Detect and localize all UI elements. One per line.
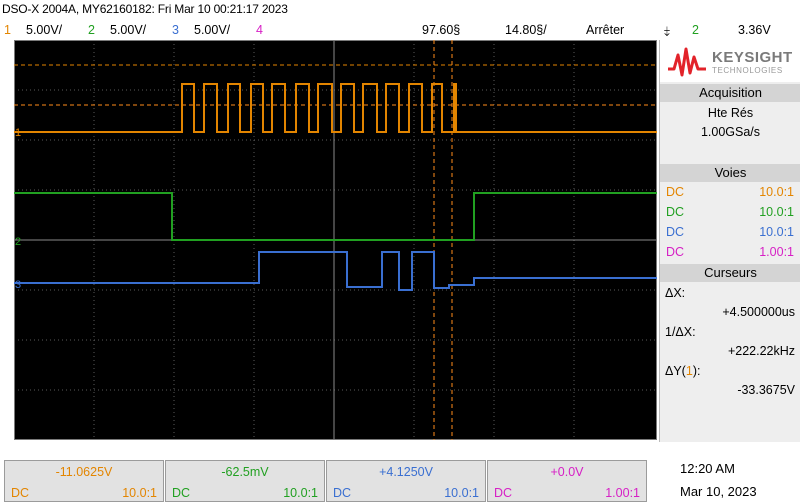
ch1-offset-box[interactable]: -11.0625V DC 10.0:1	[4, 460, 164, 502]
ch4-offset-box[interactable]: +0.0V DC 1.00:1	[487, 460, 647, 502]
ch2-number[interactable]: 2	[88, 23, 95, 37]
delta-y-label: ΔY(1):	[665, 364, 700, 378]
ch1-probe: 10.0:1	[759, 185, 794, 199]
trigger-level[interactable]: 3.36V	[738, 23, 771, 37]
ch3-offset-box[interactable]: +4.1250V DC 10.0:1	[326, 460, 486, 502]
ch1-coupling: DC	[666, 185, 685, 199]
delta-y-suffix: ):	[692, 364, 701, 378]
ch2-probe: 10.0:1	[759, 205, 794, 219]
right-info-panel: KEYSIGHT TECHNOLOGIES Acquisition Hte Ré…	[659, 40, 800, 442]
ch3-number[interactable]: 3	[172, 23, 179, 37]
bottom-channel-bar: -11.0625V DC 10.0:1 -62.5mV DC 10.0:1 +4…	[0, 456, 800, 503]
delta-y-value: -33.3675V	[737, 383, 795, 397]
run-state[interactable]: Arrêter	[586, 23, 625, 37]
ch2-offset-value: -62.5mV	[221, 465, 269, 479]
keysight-wave-icon	[668, 47, 706, 77]
logo-sub: TECHNOLOGIES	[712, 66, 783, 75]
logo-brand: KEYSIGHT	[712, 49, 793, 66]
channel-row-4[interactable]: DC 1.00:1	[666, 245, 794, 263]
ch2-bottom-coupling: DC	[172, 486, 191, 500]
clock-time: 12:20 AM	[680, 461, 735, 476]
ch4-offset-value: +0.0V	[550, 465, 584, 479]
waveform-display[interactable]: 1 2 3	[14, 40, 657, 440]
delta-x-label: ΔX:	[665, 286, 686, 300]
ch2-scale[interactable]: 5.00V/	[110, 23, 147, 37]
ch3-ground-marker[interactable]: 3	[15, 279, 21, 291]
ch3-offset-value: +4.1250V	[379, 465, 433, 479]
keysight-logo: KEYSIGHT TECHNOLOGIES	[660, 40, 800, 82]
acquisition-mode: Hte Rés	[707, 106, 754, 120]
ch2-offset-box[interactable]: -62.5mV DC 10.0:1	[165, 460, 325, 502]
sample-rate: 1.00GSa/s	[700, 125, 761, 139]
ch2-ground-marker[interactable]: 2	[15, 236, 21, 248]
ch4-coupling: DC	[666, 245, 685, 259]
ch1-scale[interactable]: 5.00V/	[26, 23, 63, 37]
ch2-coupling: DC	[666, 205, 685, 219]
ch3-trace	[14, 251, 657, 291]
delta-y-source: 1	[685, 364, 693, 378]
graticule-border	[14, 40, 657, 440]
ch3-bottom-probe: 10.0:1	[444, 486, 479, 500]
channel-row-1[interactable]: DC 10.0:1	[666, 185, 794, 203]
delta-x-value: +4.500000us	[722, 305, 795, 319]
ch2-bottom-probe: 10.0:1	[283, 486, 318, 500]
delta-y-prefix: ΔY(	[665, 364, 686, 378]
trigger-edge-icon: ⤈	[664, 23, 670, 38]
ch4-number[interactable]: 4	[256, 23, 263, 37]
clock-date: Mar 10, 2023	[680, 484, 757, 499]
inverse-delta-x-label: 1/ΔX:	[665, 325, 696, 339]
ch1-ground-marker[interactable]: 1	[15, 127, 21, 139]
ch3-bottom-coupling: DC	[333, 486, 352, 500]
ch4-probe: 1.00:1	[759, 245, 794, 259]
channel-row-2[interactable]: DC 10.0:1	[666, 205, 794, 223]
inverse-delta-x-value: +222.22kHz	[727, 344, 795, 358]
ch1-offset-value: -11.0625V	[55, 465, 113, 479]
timebase-scale[interactable]: 14.80§/	[505, 23, 547, 37]
channel-row-3[interactable]: DC 10.0:1	[666, 225, 794, 243]
window-title: DSO-X 2004A, MY62160182: Fri Mar 10 00:2…	[2, 2, 288, 16]
channel-status-bar: 1 5.00V/ 2 5.00V/ 3 5.00V/ 4 97.60§ 14.8…	[0, 22, 800, 40]
ch1-bottom-coupling: DC	[11, 486, 30, 500]
ch3-probe: 10.0:1	[759, 225, 794, 239]
ch1-trace	[14, 83, 657, 133]
ch1-bottom-probe: 10.0:1	[122, 486, 157, 500]
ch4-bottom-probe: 1.00:1	[605, 486, 640, 500]
acquisition-header[interactable]: Acquisition	[660, 84, 800, 102]
trigger-source[interactable]: 2	[692, 23, 699, 37]
ch2-trace	[14, 192, 657, 241]
ch4-bottom-coupling: DC	[494, 486, 513, 500]
channels-header[interactable]: Voies	[660, 164, 800, 182]
ch3-scale[interactable]: 5.00V/	[194, 23, 231, 37]
ch1-number[interactable]: 1	[4, 23, 11, 37]
ch3-coupling: DC	[666, 225, 685, 239]
cursors-header[interactable]: Curseurs	[660, 264, 800, 282]
trigger-delay[interactable]: 97.60§	[422, 23, 461, 37]
